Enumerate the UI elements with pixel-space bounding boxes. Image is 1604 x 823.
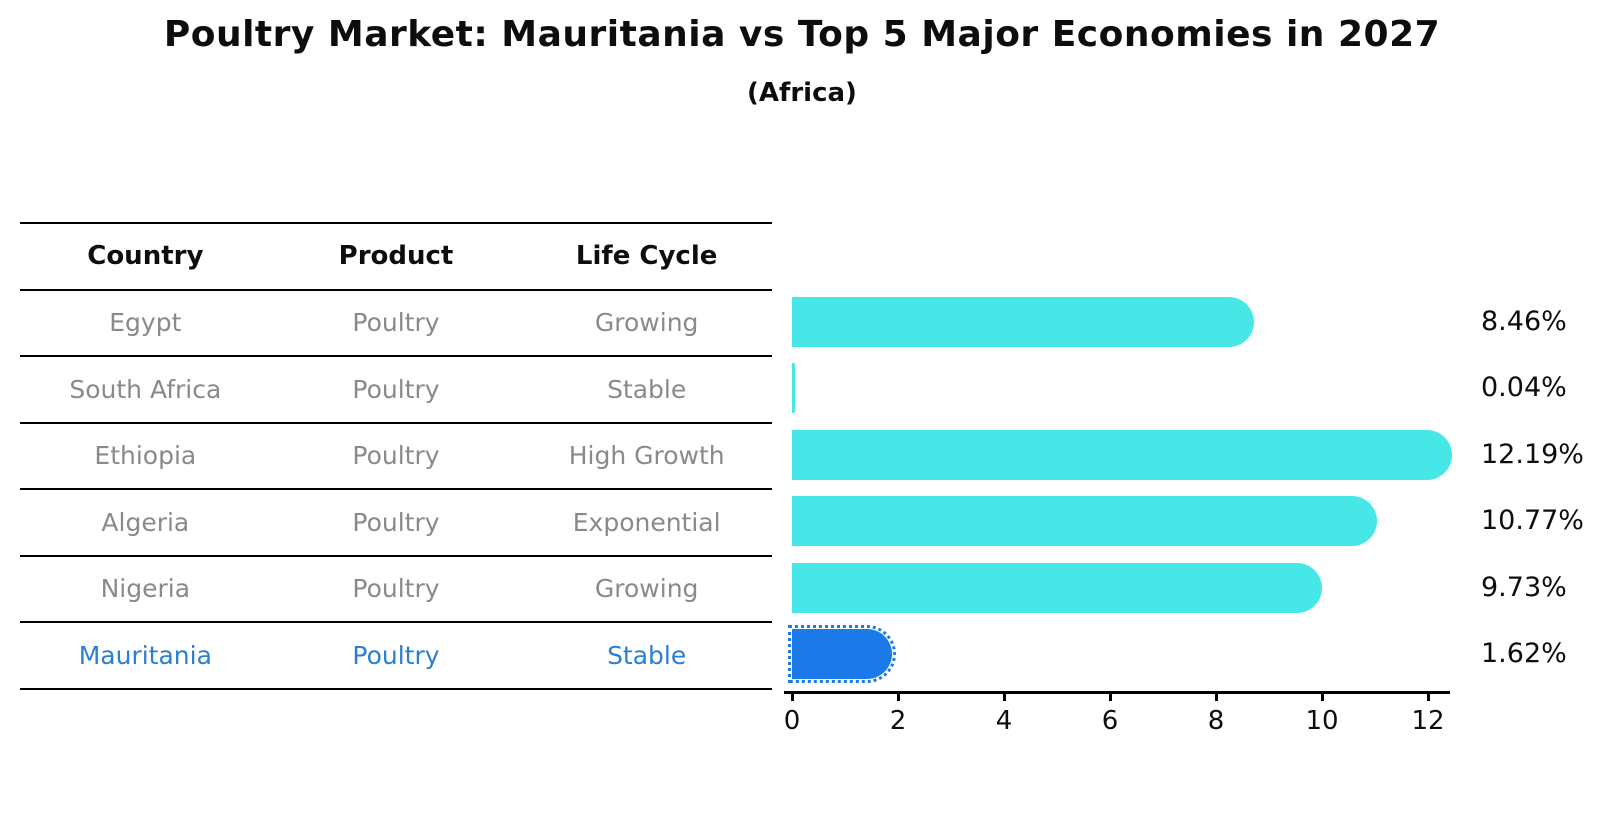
cell-life-cycle: Exponential — [572, 507, 721, 537]
table-row: Ethiopia Poultry High Growth — [20, 424, 772, 490]
cell-country: Egypt — [109, 308, 182, 338]
table-row: Nigeria Poultry Growing — [20, 557, 772, 623]
bar-nigeria — [792, 562, 1322, 613]
cell-product: Poultry — [352, 308, 440, 338]
bar-algeria — [792, 496, 1377, 547]
x-axis-tick — [1109, 691, 1112, 701]
bar-value-label: 12.19% — [1481, 438, 1584, 470]
column-header-product: Product — [338, 241, 454, 272]
x-axis-tick — [791, 691, 794, 701]
cell-life-cycle: High Growth — [568, 441, 725, 471]
cell-country: Nigeria — [100, 574, 191, 604]
x-axis-tick — [1215, 691, 1218, 701]
x-axis-tick — [1427, 691, 1430, 701]
table-row: Algeria Poultry Exponential — [20, 490, 772, 557]
cell-product: Poultry — [352, 507, 440, 537]
x-axis-tick-label: 6 — [1101, 706, 1119, 736]
x-axis-line — [784, 691, 1450, 694]
x-axis-tick-label: 10 — [1305, 706, 1339, 736]
bar-value-label: 0.04% — [1481, 372, 1567, 404]
bar-value-label: 9.73% — [1481, 571, 1567, 603]
x-axis-tick — [897, 691, 900, 701]
bar-ethiopia — [792, 429, 1453, 480]
cell-country: Mauritania — [78, 640, 212, 670]
table-row-highlighted: Mauritania Poultry Stable — [20, 623, 772, 690]
cell-product: Poultry — [352, 574, 440, 604]
x-axis-tick-label: 8 — [1207, 706, 1225, 736]
bar-mauritania — [788, 625, 896, 683]
x-axis-tick-label: 0 — [783, 706, 801, 736]
bar-egypt — [792, 297, 1255, 347]
bar-value-label: 1.62% — [1481, 638, 1567, 669]
x-axis-tick-label: 4 — [995, 706, 1013, 736]
table-row: Egypt Poultry Growing — [20, 291, 772, 357]
cell-life-cycle: Growing — [594, 308, 699, 338]
chart-title: Poultry Market: Mauritania vs Top 5 Majo… — [163, 14, 1441, 55]
cell-product: Poultry — [352, 441, 440, 471]
column-header-country: Country — [87, 241, 204, 272]
table-row: South Africa Poultry Stable — [20, 357, 772, 424]
bar-value-label: 8.46% — [1481, 306, 1567, 337]
cell-country: Algeria — [101, 507, 190, 537]
bar-value-label: 10.77% — [1481, 505, 1584, 537]
column-header-life-cycle: Life Cycle — [575, 241, 718, 272]
bar-south-africa — [792, 363, 795, 414]
country-table: Country Product Life Cycle Egypt Poultry… — [20, 222, 772, 690]
cell-life-cycle: Stable — [607, 374, 687, 404]
chart-subtitle: (Africa) — [747, 78, 857, 108]
cell-life-cycle: Growing — [594, 574, 699, 604]
cell-product: Poultry — [352, 640, 440, 670]
x-axis-tick-label: 12 — [1411, 706, 1445, 736]
cell-product: Poultry — [352, 374, 440, 404]
cell-life-cycle: Stable — [607, 640, 687, 670]
table-header-row: Country Product Life Cycle — [20, 224, 772, 291]
x-axis-tick — [1321, 691, 1324, 701]
cell-country: South Africa — [69, 374, 222, 404]
cell-country: Ethiopia — [94, 441, 197, 471]
x-axis-tick — [1003, 691, 1006, 701]
x-axis-tick-label: 2 — [889, 706, 907, 736]
